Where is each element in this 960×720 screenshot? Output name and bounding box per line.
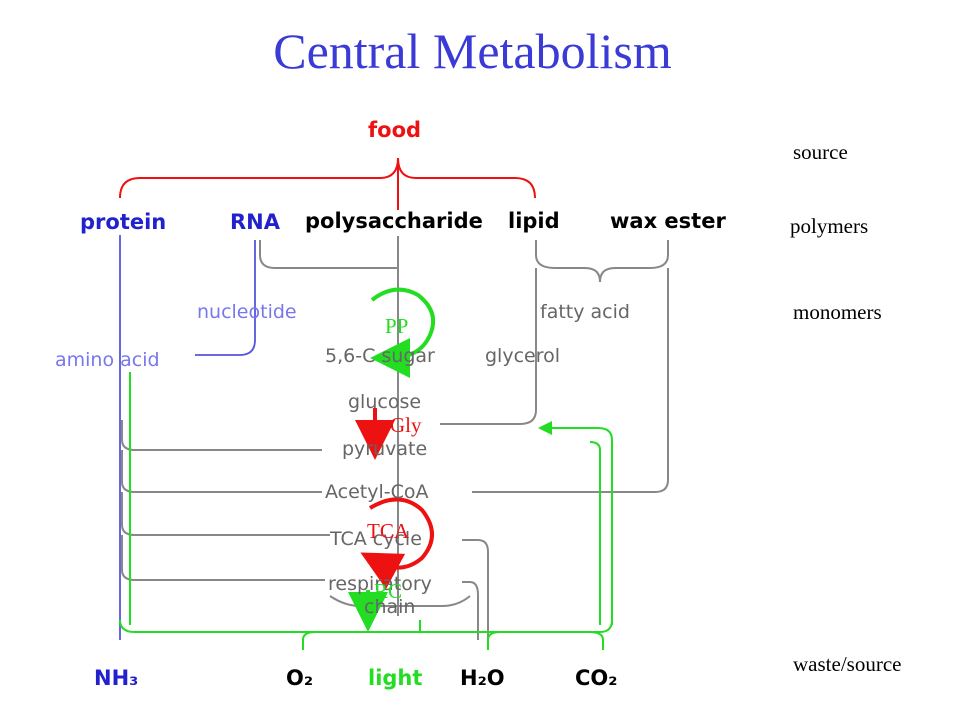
node-chain: chain — [364, 596, 415, 618]
pathway-rc: RC — [374, 579, 402, 603]
node-rna: RNA — [230, 210, 281, 234]
gray-connectors — [121, 236, 669, 640]
node-polysaccharide: polysaccharide — [305, 209, 483, 233]
node-acetyl-coa: Acetyl-CoA — [325, 481, 429, 503]
node-food: food — [368, 118, 421, 142]
level-source-label: source — [793, 140, 848, 164]
pp-cycle — [370, 287, 435, 378]
node-h2o: H₂O — [460, 666, 505, 690]
page-title: Central Metabolism — [273, 23, 672, 79]
node-amino-acid: amino acid — [55, 349, 160, 371]
node-respiratory: respiratory — [328, 573, 432, 595]
food-brace — [119, 157, 536, 210]
node-light: light — [368, 666, 422, 690]
node-protein: protein — [80, 210, 166, 234]
tca-cycle — [360, 497, 434, 590]
node-lipid: lipid — [508, 209, 560, 233]
blue-connectors — [119, 235, 256, 640]
node-glucose: glucose — [348, 391, 421, 413]
node-nucleotide: nucleotide — [197, 301, 297, 323]
node-o2: O₂ — [286, 666, 313, 690]
node-co2: CO₂ — [575, 666, 617, 690]
level-polymers-label: polymers — [790, 214, 869, 238]
node-tca-cycle: TCA cycle — [329, 528, 422, 550]
node-fatty-acid: fatty acid — [540, 301, 630, 323]
node-pyruvate: pyruvate — [342, 438, 427, 460]
green-connectors — [119, 372, 613, 650]
node-glycerol: glycerol — [485, 345, 560, 367]
pathway-tca: TCA — [367, 519, 410, 543]
level-monomers-label: monomers — [793, 300, 882, 324]
pathway-gly: Gly — [390, 413, 422, 437]
node-sugar: 5,6-C sugar — [325, 345, 435, 367]
pathway-pp: PP — [385, 314, 408, 338]
node-wax-ester: wax ester — [610, 209, 726, 233]
node-nh3: NH₃ — [94, 666, 138, 690]
level-waste-source-label: waste/source — [793, 652, 902, 676]
